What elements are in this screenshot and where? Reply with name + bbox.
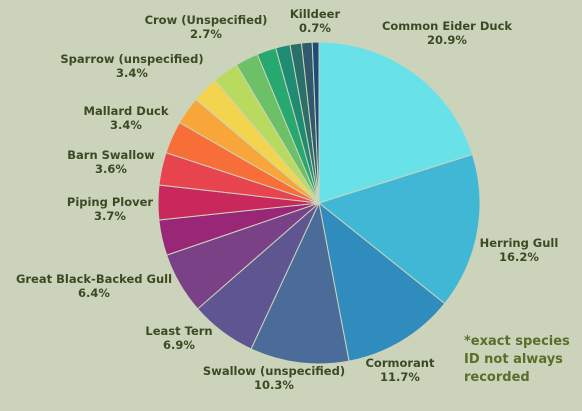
slice-label: Cormorant xyxy=(365,356,435,370)
pie-slice xyxy=(318,41,474,204)
slice-value-label: 3.7% xyxy=(94,209,126,223)
slice-value-label: 20.9% xyxy=(427,33,467,47)
slice-value-label: 6.9% xyxy=(163,338,195,352)
slice-label: Swallow (unspecified) xyxy=(203,364,345,378)
slice-label: Great Black-Backed Gull xyxy=(16,272,172,286)
pie-slices xyxy=(157,41,481,365)
footnote: *exact species ID not always recorded xyxy=(464,334,570,385)
pie-slice xyxy=(250,201,350,365)
slice-label: Herring Gull xyxy=(480,236,559,250)
slice-value-label: 0.7% xyxy=(299,21,331,35)
slice-label: Crow (Unspecified) xyxy=(145,13,268,27)
slice-label: Least Tern xyxy=(145,324,212,338)
slice-value-label: 3.6% xyxy=(95,162,127,176)
slice-label: Sparrow (unspecified) xyxy=(60,52,203,66)
pie-slice xyxy=(311,41,320,204)
slice-value-label: 16.2% xyxy=(499,250,539,264)
slice-value-label: 11.7% xyxy=(380,370,420,384)
slice-value-label: 3.4% xyxy=(110,118,142,132)
pie-slice xyxy=(317,153,481,305)
pie-slice xyxy=(318,201,446,362)
slice-value-label: 3.4% xyxy=(116,66,148,80)
slice-value-label: 2.7% xyxy=(190,27,222,41)
slice-value-label: 6.4% xyxy=(78,286,110,300)
slice-label: Piping Plover xyxy=(67,195,154,209)
slice-label: Killdeer xyxy=(290,7,341,21)
slice-label: Barn Swallow xyxy=(67,148,155,162)
slice-label: Common Eider Duck xyxy=(382,19,512,33)
slice-label: Mallard Duck xyxy=(84,104,169,118)
slice-value-label: 10.3% xyxy=(254,378,294,392)
